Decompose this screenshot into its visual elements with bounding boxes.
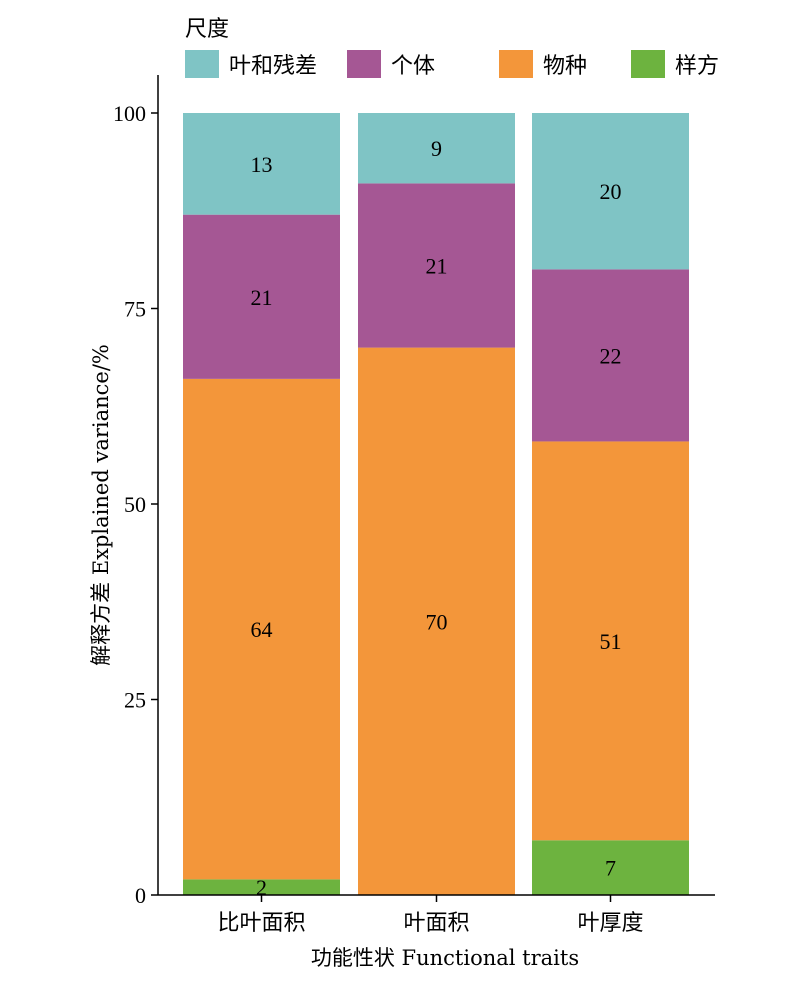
- legend-item: 个体: [347, 50, 435, 79]
- legend-swatch: [185, 50, 219, 78]
- data-label: 13: [251, 152, 273, 177]
- x-tick-label: 叶面积: [403, 911, 469, 936]
- y-tick-label: 0: [135, 883, 146, 908]
- x-axis: 比叶面积 叶面积 叶厚度: [158, 894, 715, 936]
- legend-label: 物种: [543, 54, 587, 79]
- data-label: 22: [600, 343, 622, 368]
- bar-segment: [183, 879, 340, 895]
- data-label: 2: [256, 875, 267, 900]
- y-tick-label: 25: [124, 688, 146, 713]
- bar-segment: [532, 269, 689, 442]
- x-tick-label: 比叶面积: [217, 911, 305, 936]
- data-label: 20: [600, 179, 622, 204]
- bar-group: 7 51 22 20: [532, 113, 689, 895]
- legend-title: 尺度: [185, 17, 229, 42]
- x-axis-title: 功能性状 Functional traits: [311, 946, 579, 970]
- bar-segment: [358, 183, 515, 348]
- data-label: 21: [426, 253, 448, 278]
- data-label: 7: [605, 856, 616, 881]
- y-tick-label: 100: [113, 101, 146, 126]
- legend-swatch: [631, 50, 665, 78]
- legend-item: 叶和残差: [185, 50, 317, 79]
- legend-label: 个体: [391, 54, 435, 79]
- bar-segment: [183, 214, 340, 379]
- legend: 尺度 叶和残差 个体 物种 样方: [185, 17, 719, 79]
- legend-item: 样方: [631, 50, 719, 79]
- bar-group: 070219: [358, 113, 515, 898]
- data-label: 21: [251, 285, 273, 310]
- legend-swatch: [499, 50, 533, 78]
- bar-segment: [183, 113, 340, 215]
- legend-item: 物种: [499, 50, 587, 79]
- bar-segment: [532, 441, 689, 841]
- data-label: 51: [600, 629, 622, 654]
- legend-swatch: [347, 50, 381, 78]
- y-axis-title: 解释方差 Explained variance/%: [89, 344, 113, 666]
- data-label: 70: [426, 609, 448, 634]
- bar-segment: [532, 113, 689, 270]
- x-tick-label: 叶厚度: [577, 911, 643, 936]
- y-axis: 0 25 50 75 100: [113, 75, 159, 908]
- data-label: 64: [251, 617, 273, 642]
- y-tick-label: 50: [124, 492, 146, 517]
- data-label: 9: [431, 136, 442, 161]
- legend-label: 叶和残差: [229, 54, 317, 79]
- bar-segment: [358, 347, 515, 896]
- legend-label: 样方: [675, 54, 719, 79]
- bar-segment: [183, 378, 340, 880]
- bar-group: 2 64 21 13: [183, 113, 340, 900]
- bar-segment: [532, 840, 689, 895]
- bar-segment: [358, 113, 515, 184]
- y-tick-label: 75: [124, 297, 146, 322]
